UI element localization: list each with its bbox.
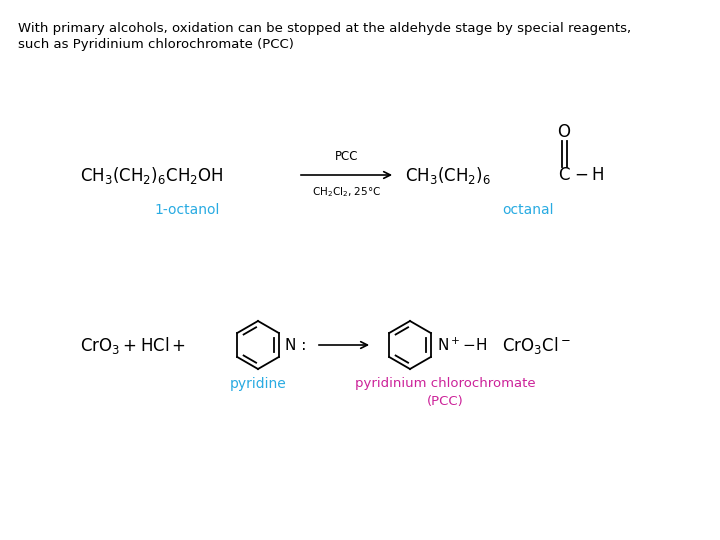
Text: such as Pyridinium chlorochromate (PCC): such as Pyridinium chlorochromate (PCC) <box>18 38 294 51</box>
Text: $\rm CH_3(CH_2)_6CH_2OH$: $\rm CH_3(CH_2)_6CH_2OH$ <box>80 165 223 186</box>
Text: $\rm CH_3(CH_2)_6$: $\rm CH_3(CH_2)_6$ <box>405 165 491 186</box>
Text: $\rm CrO_3Cl^-$: $\rm CrO_3Cl^-$ <box>502 334 571 355</box>
Text: pyridine: pyridine <box>230 377 287 391</box>
Text: $\rm N^+\!-\!H$: $\rm N^+\!-\!H$ <box>437 336 488 354</box>
Text: With primary alcohols, oxidation can be stopped at the aldehyde stage by special: With primary alcohols, oxidation can be … <box>18 22 631 35</box>
Text: $\rm -H$: $\rm -H$ <box>571 166 604 184</box>
Text: N :: N : <box>285 338 307 353</box>
Text: PCC: PCC <box>335 150 359 163</box>
Text: $\rm CrO_3 + HCl +$: $\rm CrO_3 + HCl +$ <box>80 334 186 355</box>
Text: octanal: octanal <box>503 203 554 217</box>
Text: (PCC): (PCC) <box>427 395 464 408</box>
Text: O: O <box>557 123 570 141</box>
Text: $\rm CH_2Cl_2$, 25°C: $\rm CH_2Cl_2$, 25°C <box>312 185 381 199</box>
Text: pyridinium chlorochromate: pyridinium chlorochromate <box>355 377 535 390</box>
Text: 1-octanol: 1-octanol <box>155 203 220 217</box>
Text: $\rm C$: $\rm C$ <box>558 166 571 184</box>
